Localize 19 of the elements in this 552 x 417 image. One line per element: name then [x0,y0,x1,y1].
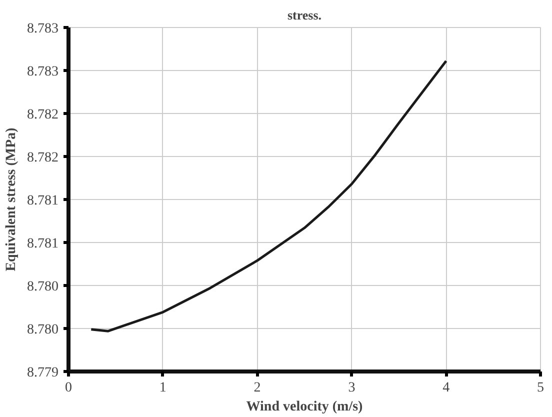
y-tick-label: 8.783 [27,64,58,80]
y-tick-label: 8.783 [27,22,58,36]
x-tick-label: 3 [348,380,356,396]
y-axis-title: Equivalent stress (MPa) [4,127,19,272]
x-tick-label: 0 [65,380,72,396]
y-tick-label: 8.781 [27,236,58,252]
y-tick-label: 8.779 [27,366,58,380]
y-tick-label: 8.782 [27,150,58,166]
x-tick-label: 4 [442,380,450,396]
x-axis-title: Wind velocity (m/s) [246,400,364,414]
x-tick-label: 5 [537,380,544,396]
x-tick-label: 1 [159,380,166,396]
x-tick-label: 2 [254,380,261,396]
y-tick-label: 8.782 [27,108,58,122]
line-series [90,60,448,332]
chart-title: stress. [287,8,322,22]
y-tick-label: 8.780 [27,280,58,294]
y-tick-label: 8.781 [27,194,58,208]
y-tick-label: 8.780 [27,322,58,338]
